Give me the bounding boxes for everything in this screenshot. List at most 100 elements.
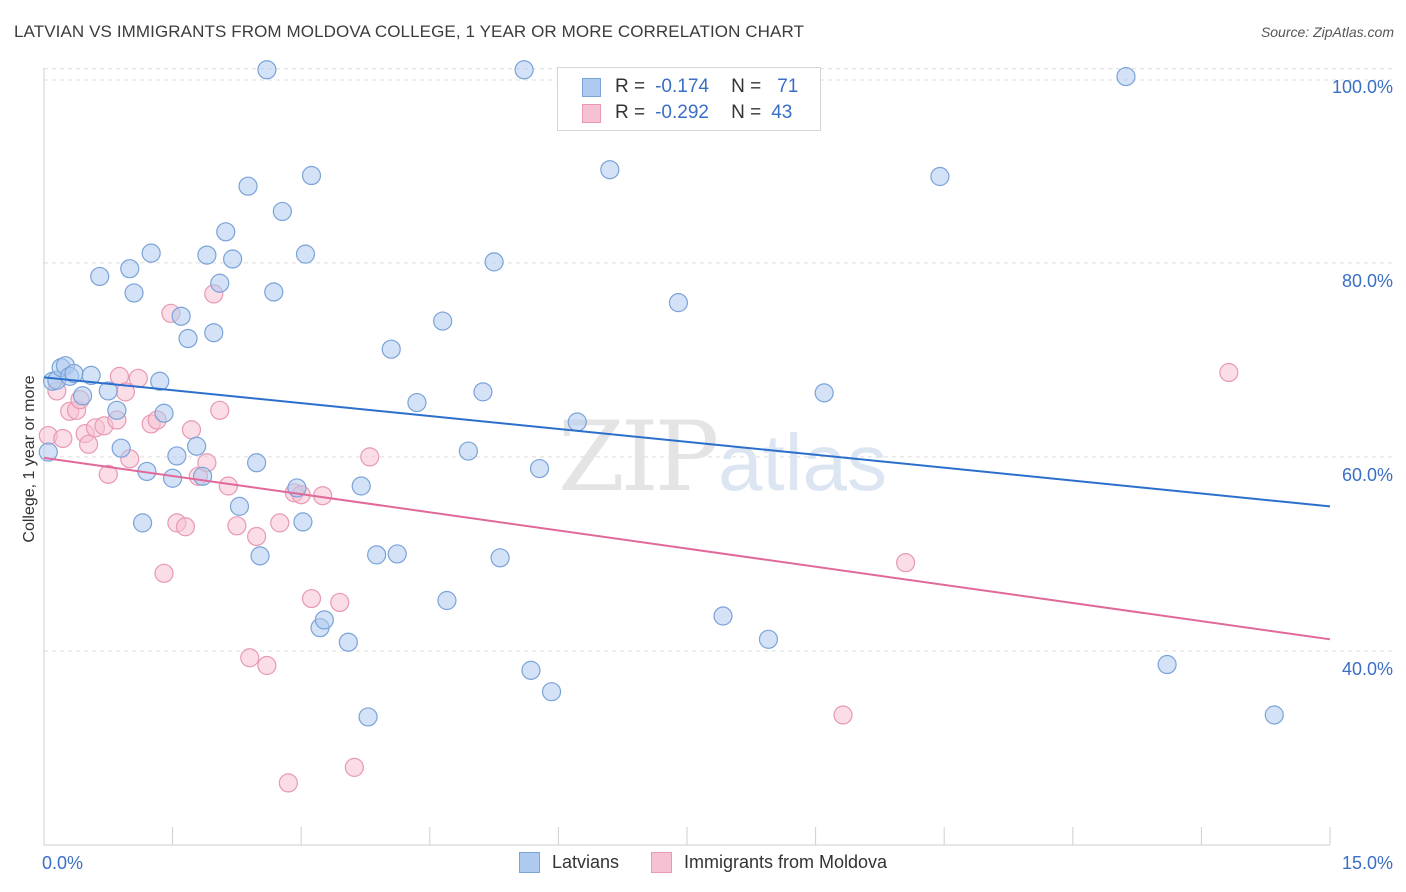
latvians-point-27 [204, 323, 224, 343]
latvians-point-68 [1116, 66, 1136, 87]
latvians-point-69 [1157, 654, 1177, 675]
latvians-point-12 [111, 438, 131, 458]
legend-label-latvians: Latvians [551, 852, 619, 872]
y-tick-label-60: 60.0% [1342, 465, 1393, 485]
latvians-point-53 [458, 441, 478, 461]
latvians-point-14 [124, 283, 144, 303]
stats-legend: R = -0.174 N = 71 R = -0.292 N = 43 [557, 67, 821, 131]
latvians-point-28 [210, 273, 230, 293]
latvians-point-62 [600, 160, 620, 180]
latvians-point-31 [229, 496, 250, 516]
latvians-point-7 [72, 386, 93, 406]
latvians-point-18 [150, 371, 170, 391]
y-tick-label-80: 80.0% [1342, 271, 1393, 291]
moldova-point-39 [344, 757, 364, 777]
moldova-point-7 [78, 434, 99, 454]
latvians-point-39 [293, 512, 313, 532]
moldova-point-38 [330, 592, 350, 613]
latvians-point-51 [433, 311, 453, 331]
latvians-point-36 [264, 282, 284, 302]
latvians-point-66 [814, 383, 834, 403]
moldova-legend-swatch [650, 852, 672, 873]
latvians-point-57 [514, 60, 534, 80]
latvians-swatch [582, 77, 601, 97]
latvians-point-65 [758, 629, 779, 649]
r-value: -0.174 [655, 76, 709, 97]
latvians-point-8 [81, 365, 101, 386]
n-label: N = [731, 102, 762, 123]
latvians-point-13 [120, 259, 140, 279]
latvians-legend-swatch [518, 852, 540, 873]
stats-row-moldova: R = -0.292 N = 43 [582, 101, 792, 125]
moldova-point-10 [98, 464, 118, 484]
r-label: R = [615, 76, 646, 97]
latvians-point-34 [250, 546, 270, 566]
latvians-point-50 [407, 392, 427, 413]
series-moldova-points [38, 284, 1239, 793]
moldova-point-26 [210, 400, 230, 420]
moldova-swatch [582, 103, 601, 123]
latvians-point-26 [197, 245, 217, 265]
tick-labels: 40.0% 60.0% 80.0% 100.0% 0.0% 15.0% [42, 77, 1393, 873]
latvians-point-0 [38, 442, 58, 462]
moldova-point-27 [218, 476, 238, 496]
latvians-point-59 [529, 458, 550, 479]
r-value: -0.292 [655, 102, 709, 123]
r-label: R = [615, 102, 646, 123]
latvians-point-44 [338, 632, 358, 652]
latvians-point-56 [490, 548, 510, 568]
legend-item-moldova: Immigrants from Moldova [650, 852, 888, 873]
latvians-point-40 [295, 244, 316, 264]
latvians-point-21 [167, 446, 187, 466]
moldova-point-32 [270, 513, 290, 533]
legend-label-moldova: Immigrants from Moldova [683, 852, 888, 872]
y-tick-label-40: 40.0% [1342, 659, 1393, 679]
moldova-point-22 [181, 420, 202, 440]
latvians-trend-line [43, 376, 1331, 508]
latvians-point-67 [930, 166, 950, 187]
latvians-point-47 [367, 545, 387, 565]
moldova-point-28 [227, 516, 247, 536]
latvians-point-9 [90, 266, 110, 287]
latvians-point-43 [314, 610, 334, 630]
y-tick-label-100: 100.0% [1332, 77, 1393, 97]
latvians-point-64 [713, 606, 733, 626]
chart-title: LATVIAN VS IMMIGRANTS FROM MOLDOVA COLLE… [14, 22, 805, 41]
latvians-point-33 [247, 453, 267, 473]
latvians-point-22 [171, 306, 191, 326]
moldova-point-36 [301, 588, 322, 609]
latvians-point-58 [521, 660, 541, 680]
latvians-point-45 [351, 476, 371, 496]
moldova-point-41 [833, 705, 853, 725]
moldova-point-29 [240, 648, 260, 668]
latvians-point-25 [193, 466, 213, 486]
latvians-point-17 [141, 243, 161, 263]
moldova-point-42 [896, 553, 916, 573]
latvians-point-29 [216, 222, 236, 242]
stats-row-latvians: R = -0.174 N = 71 [582, 75, 798, 99]
latvians-point-55 [484, 252, 504, 272]
moldova-point-21 [175, 517, 196, 537]
latvians-point-10 [98, 381, 118, 401]
source-label: Source: ZipAtlas.com [1260, 24, 1394, 40]
x-tick-label-max: 15.0% [1342, 853, 1393, 873]
moldova-point-43 [1219, 362, 1239, 383]
latvians-point-60 [541, 682, 562, 702]
series-latvians-points [38, 60, 1284, 727]
gridlines [44, 68, 1394, 652]
latvians-point-37 [272, 201, 292, 222]
latvians-point-32 [238, 176, 258, 196]
moldova-point-31 [257, 655, 277, 676]
latvians-point-20 [163, 468, 183, 488]
legend-item-latvians: Latvians [518, 852, 619, 873]
latvians-point-52 [437, 590, 457, 611]
n-value: 71 [777, 76, 799, 97]
moldova-point-2 [53, 428, 73, 449]
latvians-point-15 [132, 513, 153, 533]
latvians-point-11 [107, 400, 127, 420]
trend-lines [43, 376, 1331, 641]
latvians-point-48 [381, 339, 401, 359]
latvians-point-61 [567, 412, 587, 432]
latvians-point-63 [668, 293, 689, 313]
